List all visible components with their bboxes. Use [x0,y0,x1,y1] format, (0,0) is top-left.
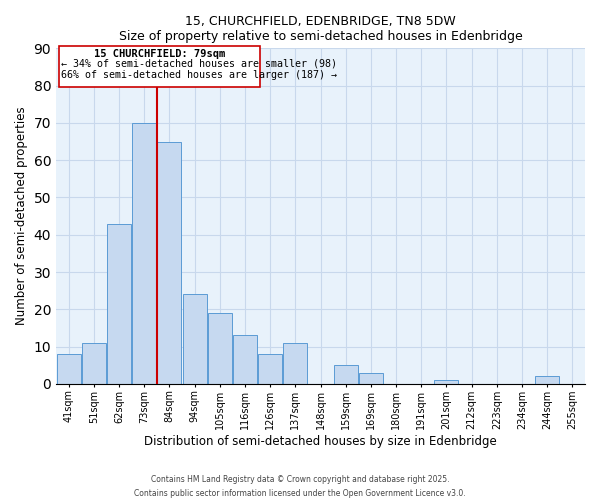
Text: ← 34% of semi-detached houses are smaller (98): ← 34% of semi-detached houses are smalle… [61,59,337,69]
Bar [107,224,131,384]
X-axis label: Distribution of semi-detached houses by size in Edenbridge: Distribution of semi-detached houses by … [144,434,497,448]
Bar [535,376,559,384]
Bar [359,372,383,384]
Bar [334,365,358,384]
Bar [182,294,206,384]
Bar [82,343,106,384]
Text: Contains HM Land Registry data © Crown copyright and database right 2025.
Contai: Contains HM Land Registry data © Crown c… [134,476,466,498]
Text: 66% of semi-detached houses are larger (187) →: 66% of semi-detached houses are larger (… [61,70,337,80]
Bar [283,343,307,384]
FancyBboxPatch shape [59,46,260,88]
Bar [434,380,458,384]
Bar [258,354,282,384]
Y-axis label: Number of semi-detached properties: Number of semi-detached properties [15,107,28,326]
Text: 15 CHURCHFIELD: 79sqm: 15 CHURCHFIELD: 79sqm [94,49,225,59]
Bar [56,354,80,384]
Bar [132,123,156,384]
Bar [157,142,181,384]
Title: 15, CHURCHFIELD, EDENBRIDGE, TN8 5DW
Size of property relative to semi-detached : 15, CHURCHFIELD, EDENBRIDGE, TN8 5DW Siz… [119,15,523,43]
Bar [208,313,232,384]
Bar [233,336,257,384]
